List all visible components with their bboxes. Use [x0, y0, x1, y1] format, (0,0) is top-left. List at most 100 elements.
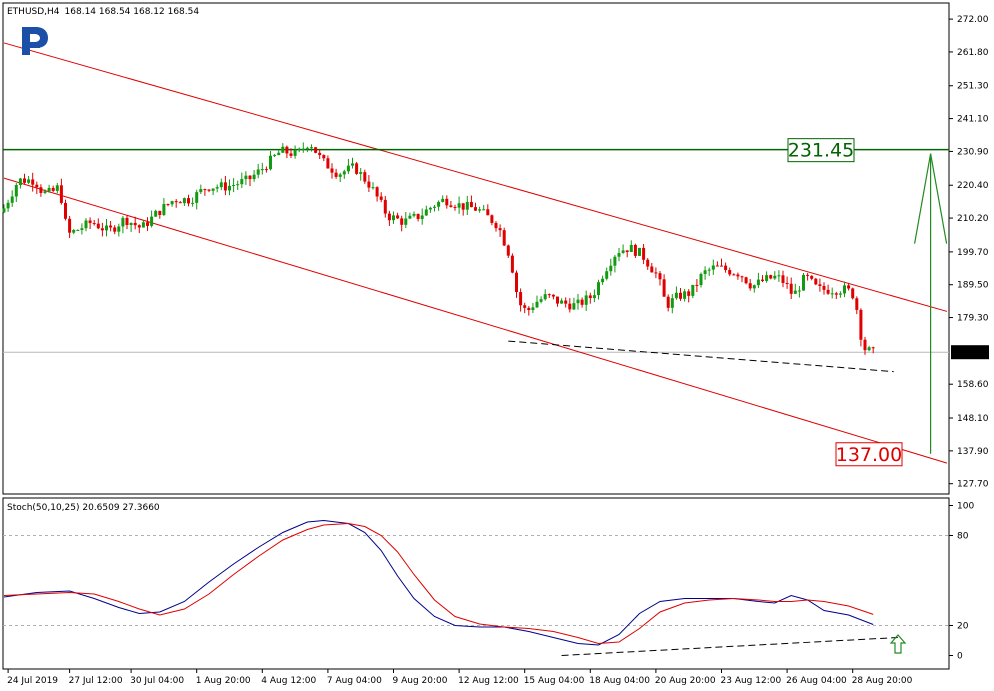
candle-body: [580, 299, 584, 305]
candle-body: [31, 179, 35, 185]
candle-body: [43, 191, 47, 193]
candle-body: [2, 208, 6, 213]
candle-body: [346, 165, 350, 172]
y-tick-label: 148.10: [957, 414, 989, 424]
candle-body: [715, 265, 719, 267]
header-ohlc: 168.14 168.54 168.12 168.54: [65, 7, 200, 17]
x-tick-label: 26 Aug 04:00: [786, 676, 847, 686]
candle-body: [724, 265, 728, 271]
candle-body: [629, 244, 633, 253]
y-tick-label: 241.10: [957, 115, 989, 125]
candle-body: [601, 278, 605, 283]
x-tick-label: 30 Jul 04:00: [130, 676, 184, 686]
roboforex-logo-icon: [22, 27, 48, 55]
candle-body: [605, 271, 609, 279]
current-price-label: 168.54: [958, 348, 990, 358]
x-tick-label: 4 Aug 12:00: [261, 676, 316, 686]
candle-body: [150, 216, 154, 226]
candle-body: [96, 223, 100, 229]
candle-body: [711, 265, 715, 270]
y-tick-label: 199.70: [957, 248, 989, 258]
candle-body: [392, 215, 395, 221]
candle-body: [732, 274, 736, 276]
candle-body: [633, 244, 637, 256]
stoch-tick-label: 0: [957, 652, 963, 662]
candle-body: [621, 250, 625, 254]
candle-body: [748, 283, 752, 289]
candle-body: [752, 285, 756, 289]
candle-body: [125, 217, 129, 226]
candle-body: [293, 149, 297, 156]
candle-body: [781, 275, 785, 283]
candle-body: [523, 305, 527, 308]
candle-body: [765, 275, 769, 281]
candle-body: [92, 223, 96, 225]
candle-body: [207, 189, 211, 191]
target-arrow-head: [914, 153, 948, 244]
candle-body: [310, 147, 313, 149]
candle-body: [72, 230, 76, 233]
candle-body: [822, 285, 826, 290]
candle-body: [301, 148, 305, 150]
candle-body: [27, 179, 31, 183]
candle-body: [806, 274, 810, 276]
candle-body: [182, 198, 186, 204]
candle-body: [387, 213, 391, 221]
candle-body: [445, 198, 449, 206]
candle-body: [240, 179, 244, 185]
x-tick-label: 9 Aug 20:00: [393, 676, 448, 686]
candle-body: [847, 285, 851, 289]
candle-body: [191, 202, 195, 204]
candle-body: [187, 198, 190, 204]
candle-body: [277, 152, 281, 156]
candle-body: [269, 155, 272, 170]
candle-body: [121, 217, 125, 227]
candle-body: [777, 275, 781, 277]
candle-body: [744, 277, 748, 284]
candle-body: [170, 201, 174, 205]
candle-body: [420, 215, 424, 219]
candle-body: [547, 294, 551, 296]
candle-body: [137, 225, 141, 228]
up-arrow-icon: [889, 634, 907, 654]
candle-body: [297, 148, 301, 150]
candle-body: [855, 298, 859, 310]
candle-body: [871, 347, 875, 349]
candle-body: [437, 201, 441, 207]
candle-body: [560, 300, 564, 304]
candle-body: [826, 289, 830, 294]
candle-body: [400, 218, 404, 225]
candle-body: [650, 266, 654, 273]
candle-body: [830, 293, 834, 295]
candle-body: [59, 185, 63, 203]
candle-body: [117, 226, 121, 232]
candle-body: [260, 169, 264, 171]
candle-body: [109, 225, 113, 228]
candle-body: [396, 215, 400, 219]
stoch-signal-line: [3, 522, 874, 645]
candle-body: [14, 185, 18, 197]
candle-body: [84, 220, 88, 229]
candle-body: [498, 228, 502, 231]
candle-body: [797, 290, 801, 292]
candle-body: [576, 299, 580, 304]
price-layer: 231.45 137.00: [2, 42, 949, 467]
lower-target-box: [835, 442, 903, 467]
candle-body: [469, 201, 473, 208]
candle-body: [424, 209, 428, 216]
header-symbol: ETHUSD,H4: [7, 7, 60, 17]
x-tick-label: 18 Aug 04:00: [589, 676, 650, 686]
candle-body: [531, 307, 535, 311]
y-tick-label: 127.70: [957, 480, 989, 490]
candle-body: [556, 296, 559, 304]
candle-body: [55, 185, 59, 191]
stoch-tick-label: 100: [957, 502, 974, 512]
candle-body: [113, 227, 117, 232]
candle-body: [412, 213, 416, 216]
candle-body: [695, 284, 699, 286]
x-tick-label: 27 Jul 12:00: [69, 676, 123, 686]
candle-body: [342, 171, 346, 175]
candle-body: [228, 185, 231, 191]
candle-body: [441, 198, 445, 202]
channel-upper-line: [3, 42, 948, 312]
